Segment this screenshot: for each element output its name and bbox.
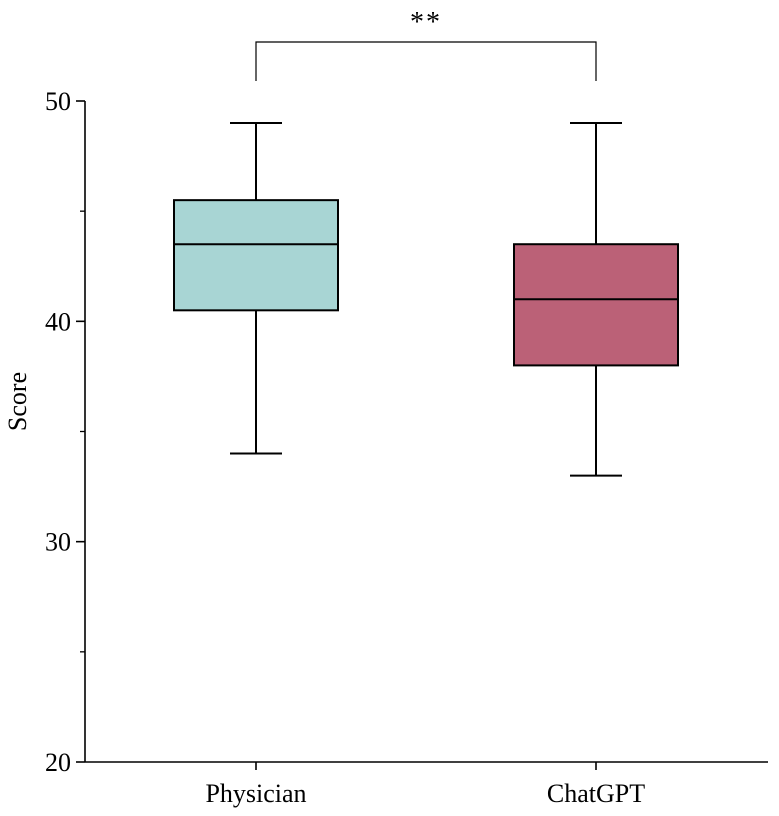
y-tick-label-30: 30 [45,528,71,557]
y-tick-label-40: 40 [45,307,71,336]
significance-annotation: ** [255,7,597,81]
axes: 20 30 40 50 Physician ChatGPT [45,87,768,808]
y-tick-label-20: 20 [45,748,71,777]
box-physician [173,122,339,455]
iqr-box-chatgpt [513,243,679,367]
significance-bracket [255,41,597,81]
box-chatgpt [513,122,679,477]
y-tick-label-50: 50 [45,87,71,116]
boxes [173,122,679,477]
significance-label: ** [410,7,442,38]
y-axis-title: Score [3,372,32,431]
iqr-box-physician [173,199,339,312]
x-tick-label-physician: Physician [205,779,306,808]
x-tick-label-chatgpt: ChatGPT [547,779,645,808]
